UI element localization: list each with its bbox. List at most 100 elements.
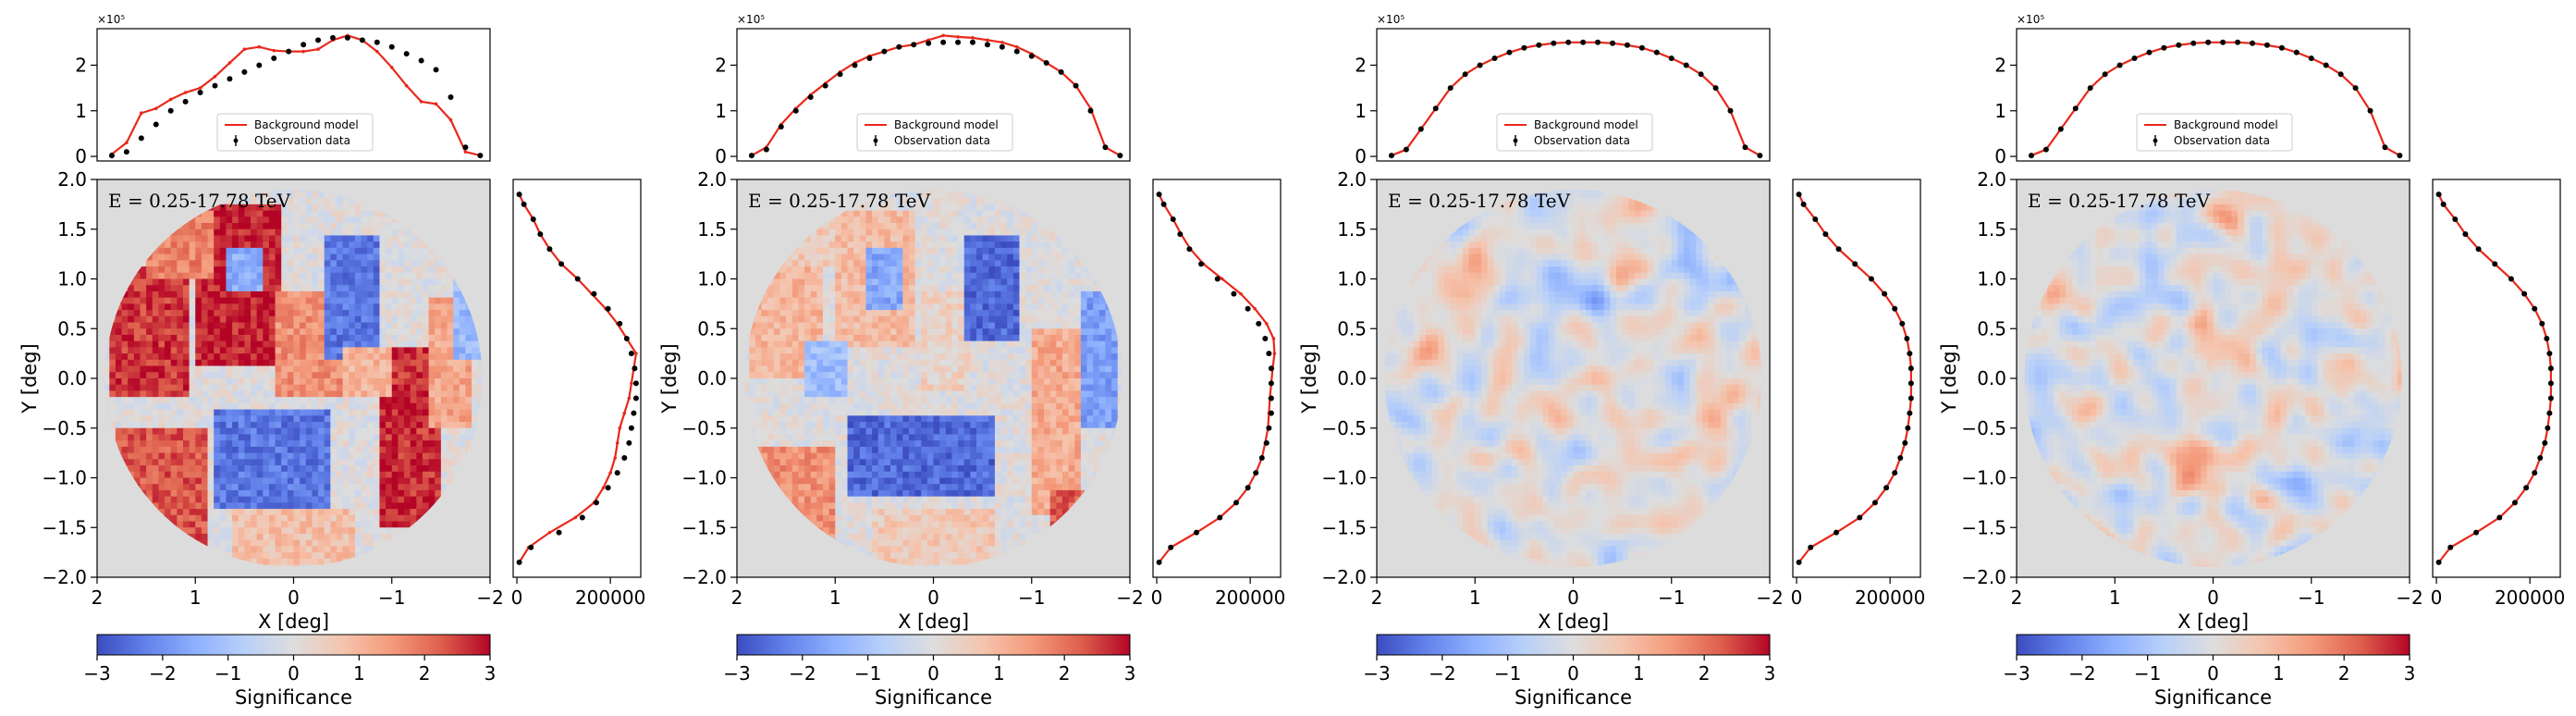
map-cell xyxy=(386,533,393,541)
map-cell xyxy=(404,315,411,324)
map-cell xyxy=(293,514,301,523)
map-cell xyxy=(318,303,325,311)
map-cell xyxy=(447,310,454,317)
map-cell xyxy=(982,210,989,217)
map-cell xyxy=(330,471,337,479)
map-cell xyxy=(404,415,411,423)
map-cell xyxy=(422,489,430,498)
map-cell xyxy=(404,328,411,336)
map-cell xyxy=(367,378,374,386)
map-cell xyxy=(115,434,123,441)
map-cell xyxy=(440,353,448,361)
map-cell xyxy=(109,334,117,342)
colorbar-tick-label: 0 xyxy=(288,662,300,685)
map-cell xyxy=(293,266,301,274)
map-cell xyxy=(386,465,393,473)
map-cell xyxy=(275,452,282,460)
map-cell xyxy=(244,247,251,255)
map-cell xyxy=(238,521,245,528)
map-cell xyxy=(281,334,288,342)
map-cell xyxy=(416,484,423,491)
map-cell xyxy=(268,465,276,473)
map-cell xyxy=(207,347,215,354)
side-model-point xyxy=(627,396,632,401)
map-cell xyxy=(435,427,442,436)
map-cell xyxy=(182,496,190,503)
map-cell xyxy=(214,334,221,342)
map-cell xyxy=(865,241,873,249)
map-cell xyxy=(158,303,166,311)
map-cell xyxy=(251,533,258,541)
map-cell xyxy=(251,272,258,280)
map-cell xyxy=(404,409,411,416)
map-cell xyxy=(416,347,423,354)
map-cell xyxy=(379,489,386,498)
map-cell xyxy=(324,558,331,566)
map-cell xyxy=(146,334,153,342)
map-cell xyxy=(256,260,264,267)
map-cell xyxy=(182,285,190,292)
map-cell xyxy=(354,422,362,429)
map-cell xyxy=(361,365,368,373)
map-cell xyxy=(361,340,368,349)
map-cell xyxy=(1007,210,1014,217)
map-cell xyxy=(305,552,313,560)
map-cell xyxy=(263,558,270,566)
map-cell xyxy=(287,440,295,448)
map-cell xyxy=(367,297,374,304)
map-cell xyxy=(330,378,337,386)
map-cell xyxy=(226,533,233,541)
map-cell xyxy=(330,514,337,523)
map-cell xyxy=(828,223,836,230)
map-cell xyxy=(165,484,172,491)
map-cell xyxy=(391,266,399,274)
map-cell xyxy=(195,477,202,485)
map-cell xyxy=(182,477,190,485)
map-cell xyxy=(416,247,423,255)
map-cell xyxy=(207,378,215,386)
map-cell xyxy=(281,216,288,224)
map-cell xyxy=(109,390,117,398)
top-data-point xyxy=(315,37,322,43)
map-cell xyxy=(140,378,147,386)
map-cell xyxy=(226,477,233,485)
map-cell xyxy=(1019,223,1026,230)
top-data-point xyxy=(374,39,380,45)
map-cell xyxy=(440,415,448,423)
map-cell xyxy=(300,310,307,317)
map-cell xyxy=(182,427,190,436)
map-cell xyxy=(152,347,160,354)
map-cell xyxy=(958,223,965,230)
map-cell xyxy=(1019,235,1026,242)
map-cell xyxy=(324,303,331,311)
map-cell xyxy=(281,210,288,217)
map-cell xyxy=(324,496,331,503)
map-cell xyxy=(244,278,251,286)
map-cell xyxy=(195,378,202,386)
map-cell xyxy=(195,440,202,448)
map-cell xyxy=(361,509,368,516)
map-cell xyxy=(182,297,190,304)
map-cell xyxy=(447,409,454,416)
map-cell xyxy=(165,477,172,485)
map-cell xyxy=(336,465,344,473)
map-cell xyxy=(330,290,337,299)
map-cell xyxy=(275,372,282,379)
map-cell xyxy=(300,402,307,411)
map-cell xyxy=(349,210,356,217)
map-cell xyxy=(945,198,953,205)
map-cell xyxy=(988,235,996,242)
map-cell xyxy=(398,477,405,485)
map-cell xyxy=(232,334,239,342)
map-cell xyxy=(877,210,885,217)
map-cell xyxy=(945,235,953,242)
map-cell xyxy=(189,397,196,404)
map-cell xyxy=(312,235,319,242)
map-cell xyxy=(189,409,196,416)
map-cell xyxy=(189,390,196,398)
map-cell xyxy=(140,310,147,317)
side-data-point xyxy=(605,485,611,491)
map-cell xyxy=(459,452,467,460)
map-cell xyxy=(435,422,442,429)
map-cell xyxy=(140,266,147,274)
